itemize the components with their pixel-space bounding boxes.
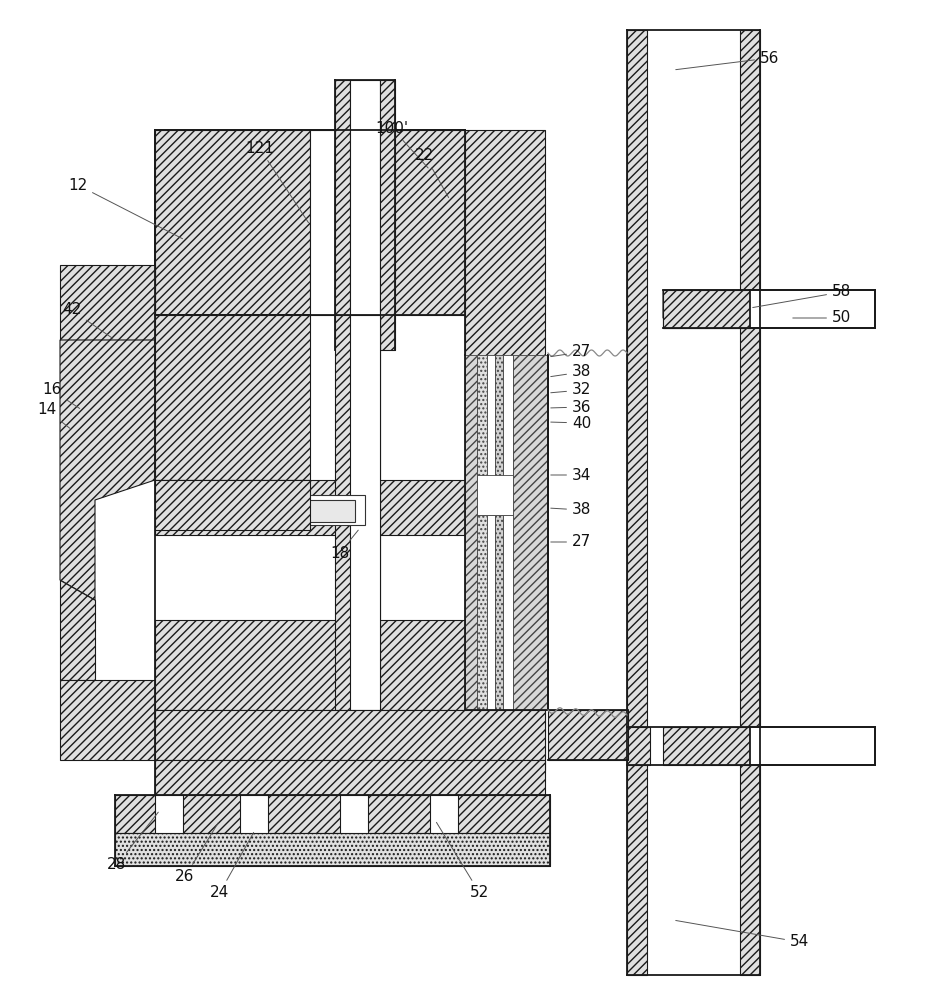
Bar bbox=[155, 760, 545, 795]
Bar bbox=[749, 727, 874, 765]
Bar bbox=[749, 290, 874, 328]
Bar bbox=[350, 315, 380, 710]
Bar bbox=[486, 515, 495, 710]
Text: 34: 34 bbox=[550, 468, 591, 483]
Bar bbox=[740, 30, 759, 975]
Bar bbox=[495, 355, 502, 515]
Polygon shape bbox=[663, 290, 749, 328]
Bar bbox=[239, 795, 267, 833]
Text: 100': 100' bbox=[375, 121, 428, 168]
Bar bbox=[486, 355, 495, 515]
Bar bbox=[548, 710, 627, 760]
Bar bbox=[380, 80, 394, 350]
Bar bbox=[465, 355, 476, 710]
Text: 12: 12 bbox=[68, 178, 182, 239]
Text: 27: 27 bbox=[550, 534, 590, 550]
Bar bbox=[663, 290, 749, 328]
Text: 32: 32 bbox=[550, 382, 591, 397]
Bar bbox=[476, 355, 486, 515]
Text: 28: 28 bbox=[107, 812, 158, 872]
Bar bbox=[155, 480, 465, 535]
Bar bbox=[155, 795, 183, 833]
Text: 36: 36 bbox=[550, 399, 591, 414]
Polygon shape bbox=[663, 290, 749, 318]
Bar bbox=[310, 130, 344, 315]
Text: 121: 121 bbox=[245, 141, 308, 223]
Bar bbox=[502, 515, 512, 710]
Bar bbox=[155, 315, 310, 480]
Bar bbox=[155, 130, 465, 315]
Bar bbox=[465, 130, 545, 770]
Text: 26: 26 bbox=[174, 822, 218, 884]
Text: 56: 56 bbox=[675, 51, 779, 70]
Bar bbox=[344, 130, 465, 315]
Bar bbox=[502, 355, 512, 515]
Bar bbox=[335, 315, 380, 710]
Text: 22: 22 bbox=[415, 148, 448, 198]
Text: 52: 52 bbox=[436, 822, 489, 900]
Polygon shape bbox=[60, 265, 155, 340]
Polygon shape bbox=[60, 680, 155, 760]
Text: 38: 38 bbox=[550, 502, 591, 518]
Polygon shape bbox=[60, 580, 95, 680]
Text: 38: 38 bbox=[550, 364, 591, 379]
Text: 14: 14 bbox=[37, 402, 70, 428]
Bar bbox=[335, 80, 350, 350]
Bar bbox=[155, 130, 310, 315]
Text: 24: 24 bbox=[210, 832, 253, 900]
Text: 50: 50 bbox=[792, 310, 850, 326]
Bar bbox=[512, 355, 548, 710]
Text: 42: 42 bbox=[62, 302, 112, 338]
Bar bbox=[155, 620, 465, 710]
Bar bbox=[350, 80, 380, 350]
Bar bbox=[663, 727, 749, 765]
Bar bbox=[304, 500, 354, 522]
Bar bbox=[626, 30, 646, 975]
Text: 27: 27 bbox=[550, 344, 590, 360]
Bar bbox=[115, 833, 549, 866]
Text: 18: 18 bbox=[329, 530, 358, 560]
Bar bbox=[295, 495, 365, 525]
Bar bbox=[495, 515, 502, 710]
Bar bbox=[155, 710, 545, 760]
Bar bbox=[476, 515, 486, 710]
Bar bbox=[115, 795, 549, 833]
Text: 54: 54 bbox=[675, 920, 808, 949]
Text: 16: 16 bbox=[42, 382, 80, 408]
Bar bbox=[155, 480, 310, 530]
Text: 40: 40 bbox=[550, 416, 590, 430]
Bar bbox=[340, 795, 367, 833]
Bar bbox=[430, 795, 458, 833]
Bar bbox=[476, 475, 512, 515]
Text: 58: 58 bbox=[752, 284, 850, 308]
Polygon shape bbox=[60, 340, 155, 600]
Bar bbox=[626, 727, 650, 765]
